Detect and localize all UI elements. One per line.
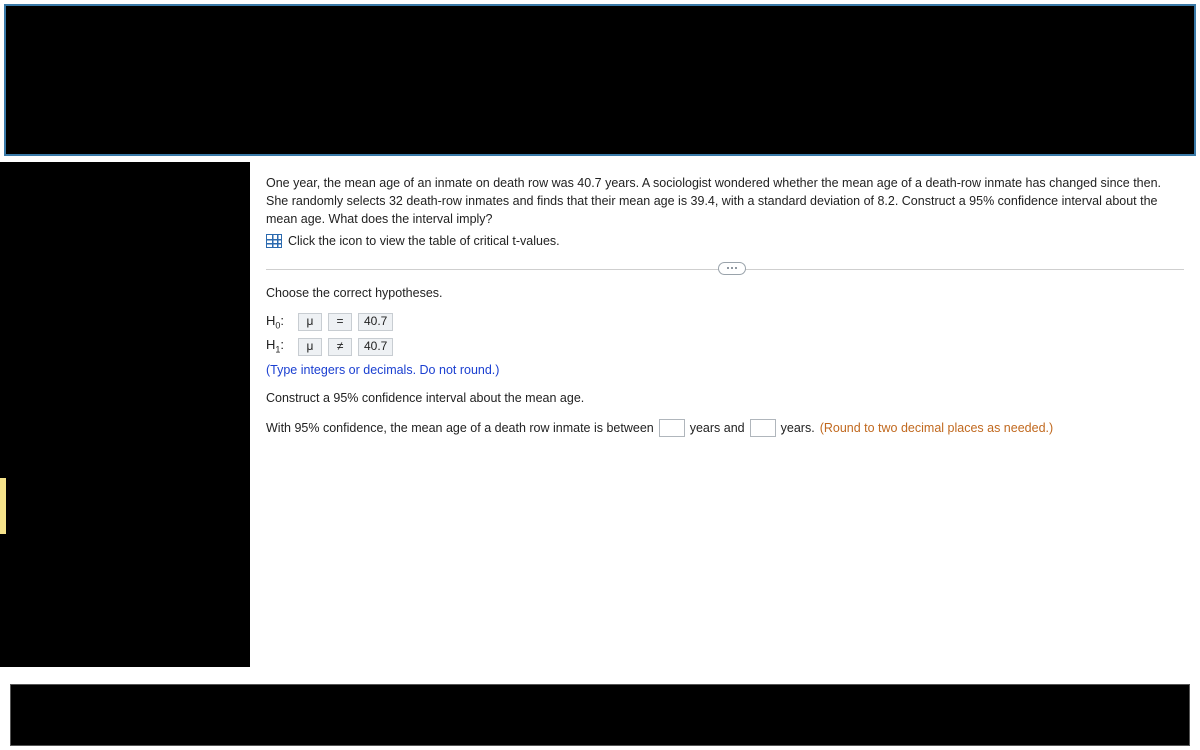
more-dots-button[interactable] (718, 262, 746, 275)
ci-pre-text: With 95% confidence, the mean age of a d… (266, 419, 654, 437)
hypotheses-prompt: Choose the correct hypotheses. (266, 284, 1184, 302)
h0-value-input[interactable]: 40.7 (358, 313, 393, 331)
ci-prompt: Construct a 95% confidence interval abou… (266, 389, 1184, 407)
h0-param-select[interactable]: μ (298, 313, 322, 331)
h1-param-select[interactable]: μ (298, 338, 322, 356)
ci-mid1-text: years and (690, 419, 745, 437)
h1-value-input[interactable]: 40.7 (358, 338, 393, 356)
hypotheses-hint: (Type integers or decimals. Do not round… (266, 361, 1184, 379)
problem-statement: One year, the mean age of an inmate on d… (266, 174, 1184, 228)
left-redacted-region (0, 162, 250, 667)
ci-upper-input[interactable] (750, 419, 776, 437)
h1-op-select[interactable]: ≠ (328, 338, 352, 356)
h0-op-select[interactable]: = (328, 313, 352, 331)
h0-row: H0: μ = 40.7 (266, 312, 1184, 333)
ci-mid2-text: years. (781, 419, 815, 437)
top-redacted-region (4, 4, 1196, 156)
ci-answer-line: With 95% confidence, the mean age of a d… (266, 419, 1184, 437)
ci-lower-input[interactable] (659, 419, 685, 437)
h1-row: H1: μ ≠ 40.7 (266, 336, 1184, 357)
ci-hint: (Round to two decimal places as needed.) (820, 419, 1053, 437)
h1-label: H1: (266, 336, 292, 357)
t-table-link-row[interactable]: Click the icon to view the table of crit… (266, 232, 1184, 250)
section-divider (266, 269, 1184, 270)
h0-label: H0: (266, 312, 292, 333)
table-icon (266, 234, 282, 248)
bottom-redacted-region (10, 684, 1190, 746)
left-yellow-tab (0, 478, 6, 534)
t-table-link-text: Click the icon to view the table of crit… (288, 232, 560, 250)
question-content: One year, the mean age of an inmate on d… (258, 162, 1192, 437)
